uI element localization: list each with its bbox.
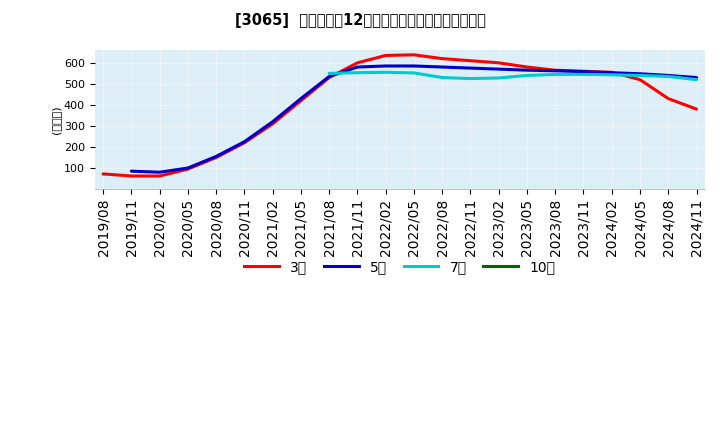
3年 xyxy=(523,64,531,70)
3年 xyxy=(353,60,361,66)
5年 xyxy=(551,68,559,73)
Text: [3065]  当期純利益12か月移動合計の標準偏差の推移: [3065] 当期純利益12か月移動合計の標準偏差の推移 xyxy=(235,13,485,28)
7年 xyxy=(495,75,503,81)
5年 xyxy=(692,75,701,80)
Line: 5年: 5年 xyxy=(131,66,696,172)
5年 xyxy=(410,63,418,69)
7年 xyxy=(410,70,418,76)
5年 xyxy=(438,64,446,70)
3年 xyxy=(99,171,107,176)
3年 xyxy=(466,58,474,63)
7年 xyxy=(608,72,616,77)
5年 xyxy=(184,165,192,171)
3年 xyxy=(495,60,503,66)
5年 xyxy=(325,74,333,79)
5年 xyxy=(636,71,644,77)
7年 xyxy=(579,72,588,77)
5年 xyxy=(608,70,616,75)
5年 xyxy=(579,69,588,74)
3年 xyxy=(636,77,644,82)
7年 xyxy=(664,74,672,79)
Line: 3年: 3年 xyxy=(103,55,696,176)
3年 xyxy=(184,166,192,172)
7年 xyxy=(466,76,474,81)
3年 xyxy=(608,70,616,75)
5年 xyxy=(664,73,672,78)
3年 xyxy=(664,96,672,101)
7年 xyxy=(438,75,446,80)
5年 xyxy=(156,169,164,175)
7年 xyxy=(692,77,701,82)
5年 xyxy=(353,64,361,70)
3年 xyxy=(269,121,277,126)
5年 xyxy=(269,119,277,125)
5年 xyxy=(297,96,305,101)
7年 xyxy=(325,71,333,76)
3年 xyxy=(551,68,559,73)
5年 xyxy=(523,68,531,73)
3年 xyxy=(410,52,418,58)
5年 xyxy=(382,63,390,69)
7年 xyxy=(551,72,559,77)
5年 xyxy=(495,66,503,72)
Y-axis label: (百万円): (百万円) xyxy=(51,105,61,134)
3年 xyxy=(438,56,446,61)
7年 xyxy=(382,70,390,75)
3年 xyxy=(212,155,220,160)
3年 xyxy=(579,69,588,74)
3年 xyxy=(156,173,164,179)
5年 xyxy=(240,139,248,144)
3年 xyxy=(692,106,701,112)
7年 xyxy=(636,73,644,78)
3年 xyxy=(127,173,135,179)
3年 xyxy=(297,98,305,103)
7年 xyxy=(353,70,361,75)
Legend: 3年, 5年, 7年, 10年: 3年, 5年, 7年, 10年 xyxy=(239,254,561,279)
3年 xyxy=(382,53,390,58)
5年 xyxy=(212,154,220,159)
Line: 7年: 7年 xyxy=(329,72,696,80)
3年 xyxy=(325,75,333,80)
7年 xyxy=(523,73,531,78)
3年 xyxy=(240,140,248,145)
5年 xyxy=(127,169,135,174)
5年 xyxy=(466,66,474,71)
